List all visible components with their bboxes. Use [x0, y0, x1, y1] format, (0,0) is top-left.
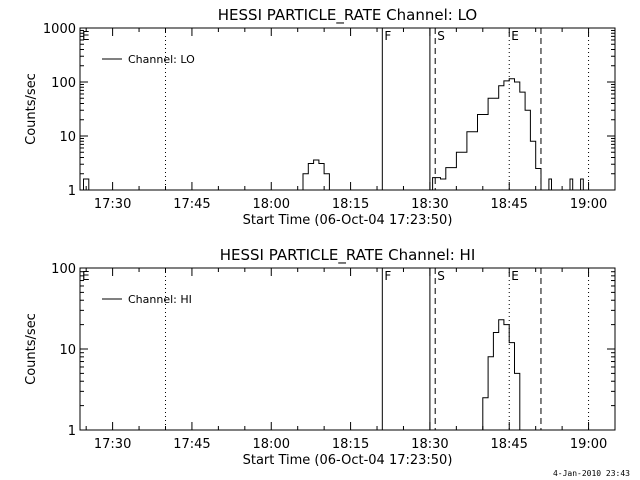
series-line-segment	[477, 319, 521, 430]
y-tick-label: 1000	[43, 22, 76, 37]
x-tick-label: 18:30	[411, 197, 448, 212]
chart-title: HESSI PARTICLE_RATE Channel: HI	[220, 246, 476, 265]
x-tick-label: 19:00	[570, 197, 607, 212]
marker-label: E	[511, 29, 519, 43]
series-line-segment	[80, 178, 90, 190]
x-tick-label: 18:30	[411, 437, 448, 452]
y-tick-label: 1	[68, 184, 76, 199]
y-tick-label: 100	[51, 262, 76, 277]
y-tick-label: 100	[51, 76, 76, 91]
marker-label: E	[511, 269, 519, 283]
y-tick-label: 1	[68, 424, 76, 439]
series-line-segment	[567, 178, 574, 190]
y-tick-label: 10	[59, 343, 76, 358]
x-tick-label: 18:00	[253, 197, 290, 212]
x-tick-label: 18:15	[332, 197, 369, 212]
x-axis-label: Start Time (06-Oct-04 17:23:50)	[243, 453, 453, 468]
marker-label: F	[384, 269, 391, 283]
x-tick-label: 17:30	[94, 197, 131, 212]
x-axis-label: Start Time (06-Oct-04 17:23:50)	[243, 213, 453, 228]
series-line-segment	[578, 178, 584, 190]
legend-label: Channel: HI	[128, 293, 192, 306]
corner-marker-label: E	[82, 29, 90, 43]
series-line-segment	[429, 78, 542, 190]
x-tick-label: 19:00	[570, 437, 607, 452]
legend-label: Channel: LO	[128, 53, 195, 66]
marker-label: S	[437, 29, 445, 43]
x-tick-label: 17:45	[173, 197, 210, 212]
series-line-segment	[546, 178, 552, 190]
series-line-segment	[297, 159, 330, 190]
x-tick-label: 18:45	[490, 197, 527, 212]
x-tick-label: 18:00	[253, 437, 290, 452]
corner-marker-label: E	[82, 269, 90, 283]
chart-panel-2: HESSI PARTICLE_RATE Channel: HI 1 10 100 Cou…	[24, 246, 616, 468]
y-axis-label: Counts/sec	[24, 73, 39, 145]
x-tick-label: 17:45	[173, 437, 210, 452]
x-tick-label: 18:15	[332, 437, 369, 452]
plot-frame	[79, 27, 616, 191]
y-axis-label: Counts/sec	[24, 313, 39, 385]
y-tick-label: 10	[59, 130, 76, 145]
x-tick-label: 17:30	[94, 437, 131, 452]
footer-date: 4-Jan-2010 23:43	[552, 469, 630, 478]
chart-panel-1: HESSI PARTICLE_RATE Channel: LO 1 10 100 100…	[24, 6, 616, 228]
x-tick-label: 18:45	[490, 437, 527, 452]
chart-title: HESSI PARTICLE_RATE Channel: LO	[218, 6, 477, 25]
marker-label: S	[437, 269, 445, 283]
marker-label: F	[384, 29, 391, 43]
